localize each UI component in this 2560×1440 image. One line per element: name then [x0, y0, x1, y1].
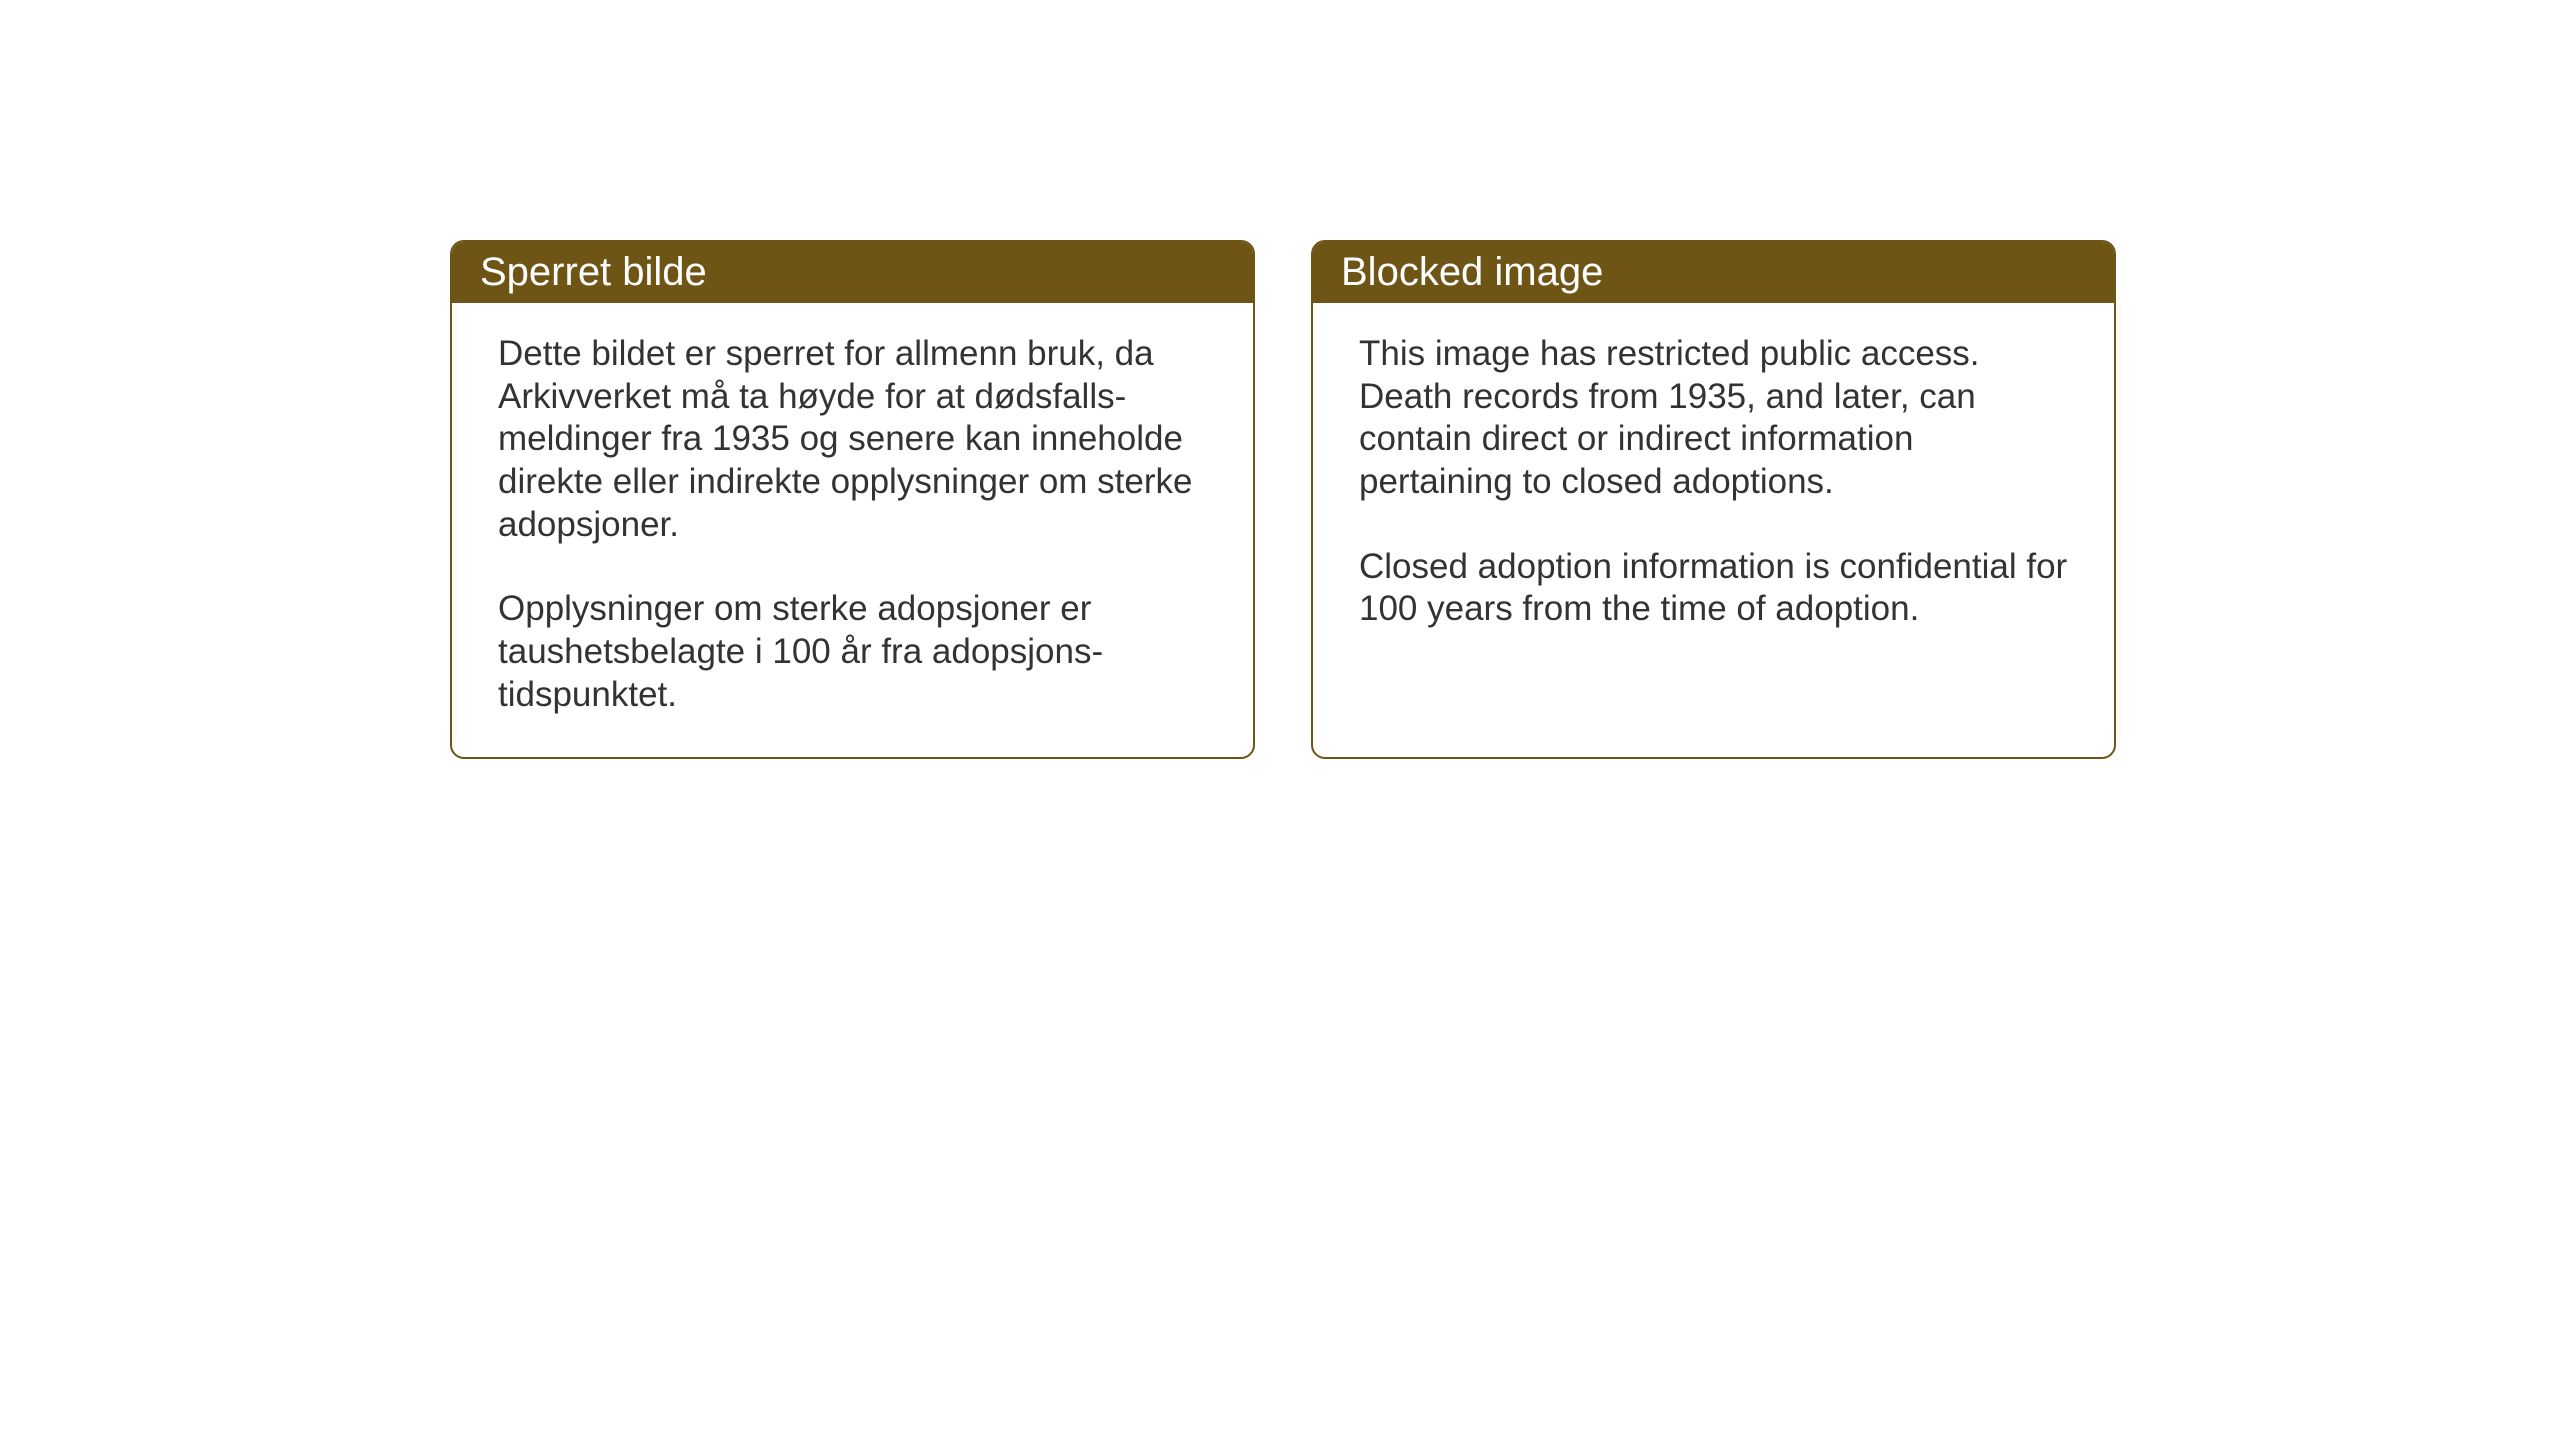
card-body-norwegian: Dette bildet er sperret for allmenn bruk… [452, 303, 1253, 757]
notice-card-norwegian: Sperret bilde Dette bildet er sperret fo… [450, 240, 1255, 759]
card-paragraph-1: Dette bildet er sperret for allmenn bruk… [498, 333, 1207, 546]
card-paragraph-2: Closed adoption information is confident… [1359, 546, 2068, 631]
card-paragraph-2: Opplysninger om sterke adopsjoner er tau… [498, 588, 1207, 716]
card-header-english: Blocked image [1313, 242, 2114, 303]
notice-container: Sperret bilde Dette bildet er sperret fo… [450, 240, 2116, 759]
notice-card-english: Blocked image This image has restricted … [1311, 240, 2116, 759]
card-paragraph-1: This image has restricted public access.… [1359, 333, 2068, 504]
card-title: Sperret bilde [480, 250, 707, 294]
card-header-norwegian: Sperret bilde [452, 242, 1253, 303]
card-body-english: This image has restricted public access.… [1313, 303, 2114, 671]
card-title: Blocked image [1341, 250, 1603, 294]
